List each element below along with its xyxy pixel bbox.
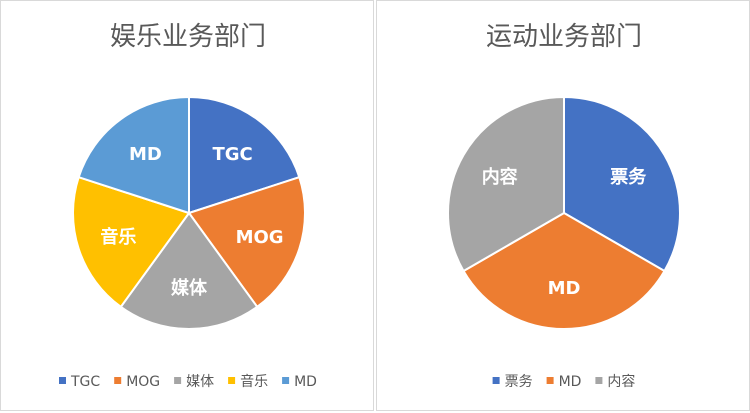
entertainment-chart-title: 娱乐业务部门 <box>110 22 266 52</box>
sports-slice-1 <box>563 95 682 273</box>
entertainment-slice-4 <box>72 175 191 309</box>
entertainment-chart-panel: 娱乐业务部门 TGC MOG 媒体 音乐 MD TGC MOG 媒体 音乐 MD <box>0 0 374 411</box>
sports-legend-swatch-2 <box>546 377 554 384</box>
entertainment-legend-label-2: MOG <box>126 374 160 390</box>
entertainment-legend-swatch-4 <box>228 377 236 384</box>
entertainment-slice-label-5: MD <box>129 144 162 165</box>
entertainment-slice-label-4: 音乐 <box>100 226 136 248</box>
entertainment-slice-1 <box>188 95 301 215</box>
sports-legend-swatch-3 <box>595 377 603 384</box>
entertainment-slice-2 <box>187 175 306 309</box>
entertainment-slice-label-3: 媒体 <box>171 277 208 299</box>
entertainment-slice-label-2: MOG <box>236 227 284 248</box>
sports-chart-panel: 运动业务部门 票务 MD 内容 票务 MD 内容 <box>376 0 750 411</box>
sports-slice-label-1: 票务 <box>610 166 647 188</box>
entertainment-legend-swatch-2 <box>114 377 122 384</box>
entertainment-legend-swatch-5 <box>282 377 290 384</box>
entertainment-legend-label-1: TGC <box>70 374 100 390</box>
entertainment-legend-swatch-3 <box>174 377 182 384</box>
sports-legend: 票务 MD 内容 <box>492 373 635 390</box>
entertainment-legend-label-3: 媒体 <box>186 374 214 390</box>
sports-slice-label-3: 内容 <box>482 166 518 188</box>
entertainment-legend-swatch-1 <box>59 377 66 384</box>
entertainment-legend-label-4: 音乐 <box>240 373 268 390</box>
sports-legend-label-2: MD <box>559 374 582 390</box>
entertainment-legend-label-5: MD <box>294 374 317 390</box>
sports-legend-swatch-1 <box>492 377 500 384</box>
sports-slice-label-2: MD <box>548 278 581 299</box>
entertainment-slice-5 <box>77 95 190 215</box>
sports-legend-label-3: 内容 <box>607 373 635 390</box>
sports-slice-3 <box>446 95 565 273</box>
entertainment-legend: TGC MOG 媒体 音乐 MD <box>59 373 317 390</box>
sports-chart-title: 运动业务部门 <box>486 22 642 52</box>
entertainment-slice-label-1: TGC <box>212 144 252 165</box>
sports-legend-label-1: 票务 <box>505 374 533 390</box>
entertainment-slice-3 <box>119 211 259 330</box>
